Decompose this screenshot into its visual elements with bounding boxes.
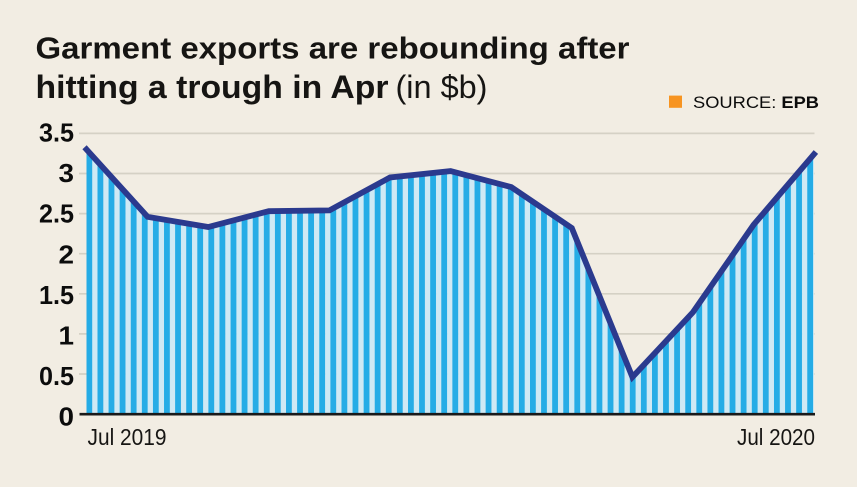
svg-text:1: 1 xyxy=(59,321,75,351)
svg-text:1.5: 1.5 xyxy=(39,280,74,310)
svg-text:2.5: 2.5 xyxy=(39,199,74,229)
svg-text:hitting a trough in Apr: hitting a trough in Apr xyxy=(36,69,389,105)
svg-text:Jul 2020: Jul 2020 xyxy=(737,424,815,450)
svg-text:Jul 2019: Jul 2019 xyxy=(88,424,167,450)
svg-text:0.5: 0.5 xyxy=(39,361,74,391)
svg-text:Garment exports are rebounding: Garment exports are rebounding after xyxy=(36,31,630,66)
svg-text:SOURCE: EPB: SOURCE: EPB xyxy=(693,93,819,112)
svg-text:0: 0 xyxy=(59,402,75,432)
svg-text:2: 2 xyxy=(59,239,75,269)
svg-text:3: 3 xyxy=(59,158,75,188)
svg-text:3.5: 3.5 xyxy=(39,118,74,148)
svg-text:(in $b): (in $b) xyxy=(396,69,488,105)
